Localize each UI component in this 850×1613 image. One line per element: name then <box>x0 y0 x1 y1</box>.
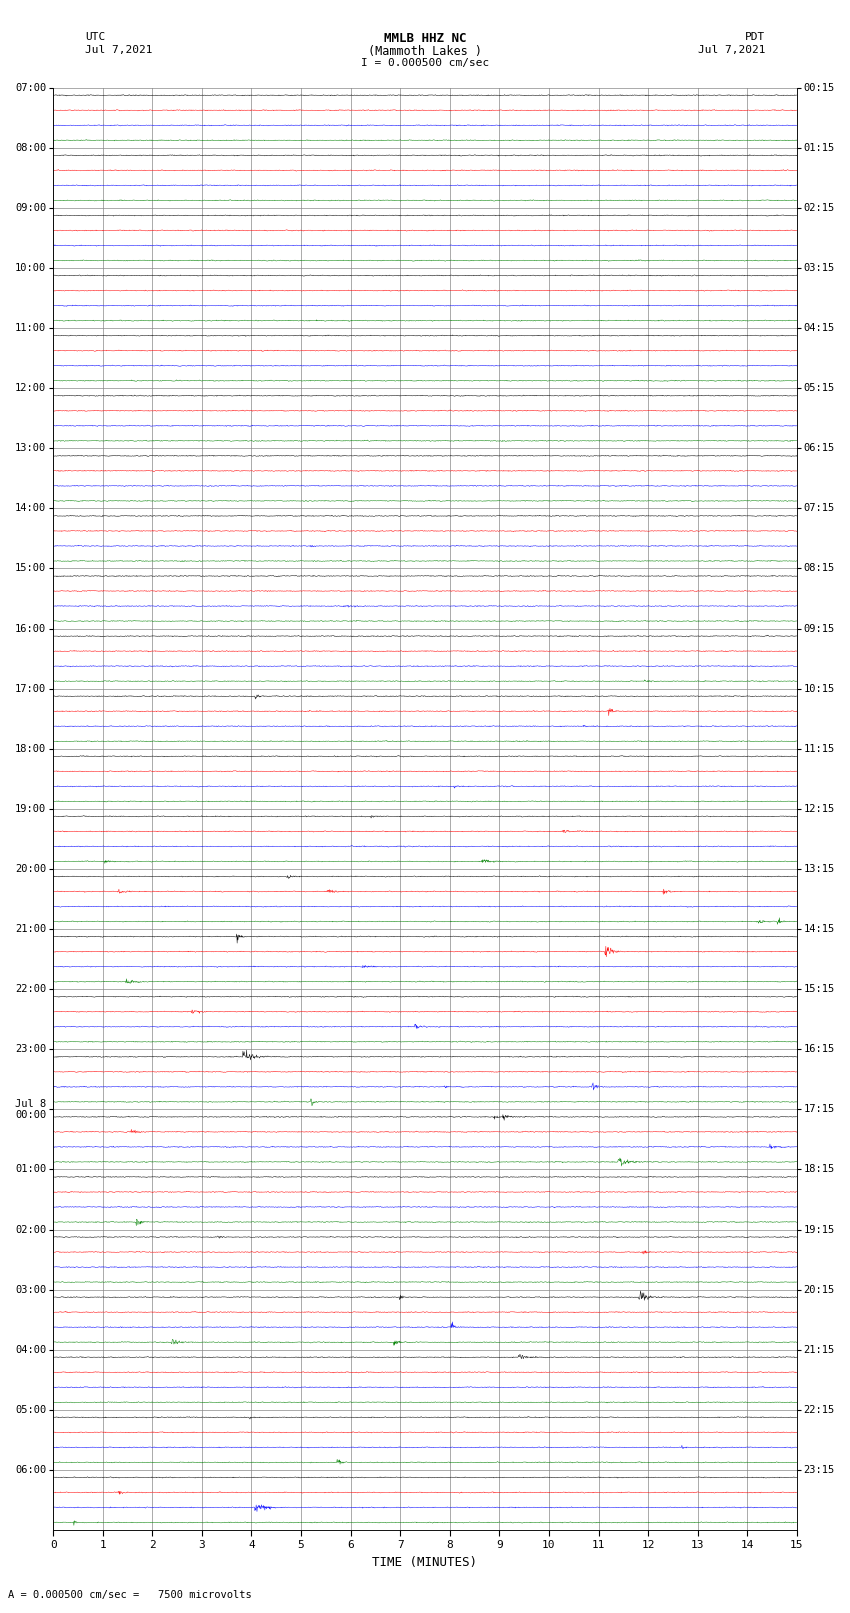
Text: MMLB HHZ NC: MMLB HHZ NC <box>383 32 467 45</box>
X-axis label: TIME (MINUTES): TIME (MINUTES) <box>372 1557 478 1569</box>
Text: UTC: UTC <box>85 32 105 42</box>
Text: (Mammoth Lakes ): (Mammoth Lakes ) <box>368 45 482 58</box>
Text: Jul 7,2021: Jul 7,2021 <box>85 45 152 55</box>
Text: I = 0.000500 cm/sec: I = 0.000500 cm/sec <box>361 58 489 68</box>
Text: Jul 7,2021: Jul 7,2021 <box>698 45 765 55</box>
Text: A = 0.000500 cm/sec =   7500 microvolts: A = 0.000500 cm/sec = 7500 microvolts <box>8 1590 252 1600</box>
Text: PDT: PDT <box>745 32 765 42</box>
